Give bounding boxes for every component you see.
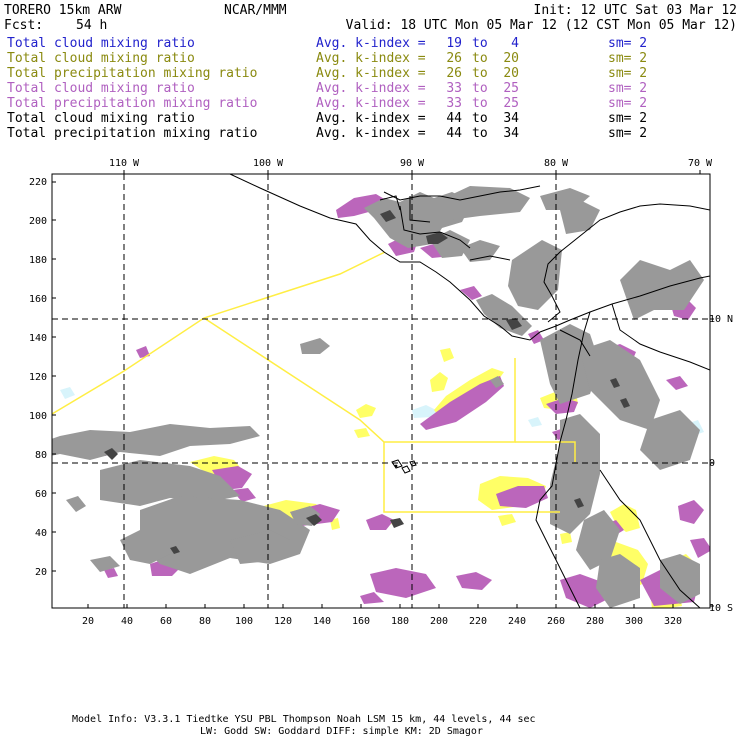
header: TORERO 15km ARW NCAR/MMM Init: 12 UTC Sa…	[4, 3, 737, 33]
map-frame	[51, 173, 711, 609]
bottom-grid-label: 180	[391, 616, 409, 627]
bottom-grid-label: 140	[313, 616, 331, 627]
left-grid-label: 200	[29, 216, 47, 227]
init-time: Init: 12 UTC Sat 03 Mar 12	[534, 3, 738, 18]
left-grid-label: 20	[35, 567, 47, 578]
model-info-line-1: Model Info: V3.3.1 Tiedtke YSU PBL Thomp…	[72, 714, 536, 725]
legend-row-6-field: Total cloud mixing ratio	[7, 111, 195, 126]
islands	[394, 464, 398, 468]
legend-row-3-kindex: Avg. k-index =	[316, 66, 426, 81]
left-grid-label: 180	[29, 255, 47, 266]
bottom-grid-label: 100	[235, 616, 253, 627]
valid-time: Valid: 18 UTC Mon 05 Mar 12 (12 CST Mon …	[346, 18, 737, 33]
legend-row-6-sm: sm= 2	[608, 111, 647, 126]
top-longitude-label: 80 W	[544, 158, 569, 169]
legend-row-7-kindex: Avg. k-index =	[316, 126, 426, 141]
left-grid-label: 140	[29, 333, 47, 344]
right-latitude-label: 10 N	[709, 314, 733, 325]
legend-row-6-from: 44	[446, 111, 462, 126]
legend-row-1-to-word: to	[472, 36, 488, 51]
left-grid-label: 220	[29, 177, 47, 188]
legend-row-3-to-word: to	[472, 66, 488, 81]
bottom-grid-label: 80	[199, 616, 211, 627]
legend-row-4-to: 25	[503, 81, 519, 96]
legend-row-1-from: 19	[446, 36, 462, 51]
top-longitude-label: 110 W	[109, 158, 140, 169]
legend-row-2-sm: sm= 2	[608, 51, 647, 66]
legend-row-3-from: 26	[446, 66, 462, 81]
bottom-grid-label: 260	[547, 616, 565, 627]
legend-row-5-sm: sm= 2	[608, 96, 647, 111]
dark-cloud-areas	[104, 210, 630, 554]
footer: Model Info: V3.3.1 Tiedtke YSU PBL Thomp…	[72, 714, 536, 737]
legend-row-1-to: 4	[511, 36, 519, 51]
legend-row-4-kindex: Avg. k-index =	[316, 81, 426, 96]
bottom-grid-label: 40	[121, 616, 133, 627]
left-grid-label: 160	[29, 294, 47, 305]
legend-row-4-from: 33	[446, 81, 462, 96]
bottom-grid-label: 240	[508, 616, 526, 627]
map-fields	[52, 174, 710, 608]
legend-row-6-to: 34	[503, 111, 519, 126]
legend-row-4-field: Total cloud mixing ratio	[7, 81, 195, 96]
legend-row-5-to: 25	[503, 96, 519, 111]
legend-row-7-field: Total precipitation mixing ratio	[7, 126, 257, 141]
legend-row-7-to-word: to	[472, 126, 488, 141]
legend-row-2-from: 26	[446, 51, 462, 66]
bottom-grid-label: 200	[430, 616, 448, 627]
top-longitude-label: 70 W	[688, 158, 713, 169]
legend-row-5-kindex: Avg. k-index =	[316, 96, 426, 111]
legend-row-2-to-word: to	[472, 51, 488, 66]
legend-row-4-sm: sm= 2	[608, 81, 647, 96]
left-grid-label: 100	[29, 411, 47, 422]
center-name: NCAR/MMM	[224, 3, 287, 18]
forecast-label: Fcst:	[4, 18, 43, 33]
right-latitude-label: 10 S	[709, 603, 733, 614]
model-name: TORERO 15km ARW	[4, 3, 122, 18]
top-longitude-label: 90 W	[400, 158, 425, 169]
bottom-grid-label: 160	[352, 616, 370, 627]
legend-row-5-field: Total precipitation mixing ratio	[7, 96, 257, 111]
left-grid-label: 80	[35, 450, 47, 461]
legend-row-7-sm: sm= 2	[608, 126, 647, 141]
top-longitude-label: 100 W	[253, 158, 284, 169]
model-info-line-2: LW: Godd SW: Goddard DIFF: simple KM: 2D…	[200, 726, 483, 737]
legend-row-3-field: Total precipitation mixing ratio	[7, 66, 257, 81]
map-panel: 110 W 100 W 90 W 80 W 70 W 10 N 0 10 S 220 200 180…	[29, 158, 733, 627]
left-grid-label: 40	[35, 528, 47, 539]
legend-row-5-to-word: to	[472, 96, 488, 111]
bottom-grid-label: 280	[586, 616, 604, 627]
coastlines	[229, 174, 710, 608]
axis-labels: 110 W 100 W 90 W 80 W 70 W 10 N 0 10 S 220 200 180…	[29, 158, 733, 627]
legend-row-1-field: Total cloud mixing ratio	[7, 36, 195, 51]
bottom-grid-label: 300	[625, 616, 643, 627]
right-latitude-label: 0	[709, 458, 715, 469]
legend-row-6-kindex: Avg. k-index =	[316, 111, 426, 126]
lat-lon-grid	[52, 174, 710, 608]
legend-row-2-field: Total cloud mixing ratio	[7, 51, 195, 66]
legend-row-1-kindex: Avg. k-index =	[316, 36, 426, 51]
bottom-grid-label: 220	[469, 616, 487, 627]
legend-row-2-kindex: Avg. k-index =	[316, 51, 426, 66]
legend-row-3-to: 20	[503, 66, 519, 81]
legend-row-6-to-word: to	[472, 111, 488, 126]
left-grid-label: 60	[35, 489, 47, 500]
legend-row-7-from: 44	[446, 126, 462, 141]
forecast-hours: 54 h	[76, 18, 107, 33]
legend-row-4-to-word: to	[472, 81, 488, 96]
legend-row-2-to: 20	[503, 51, 519, 66]
legend-row-5-from: 33	[446, 96, 462, 111]
legend: Total cloud mixing ratio Avg. k-index = 19…	[7, 36, 647, 141]
bottom-grid-label: 60	[160, 616, 172, 627]
bottom-grid-label: 20	[82, 616, 94, 627]
legend-row-1-sm: sm= 2	[608, 36, 647, 51]
region-boundaries	[52, 251, 576, 513]
left-grid-label: 120	[29, 372, 47, 383]
legend-row-7-to: 34	[503, 126, 519, 141]
bottom-grid-label: 120	[274, 616, 292, 627]
frame-ticks	[52, 170, 714, 608]
legend-row-3-sm: sm= 2	[608, 66, 647, 81]
bottom-grid-label: 320	[664, 616, 682, 627]
